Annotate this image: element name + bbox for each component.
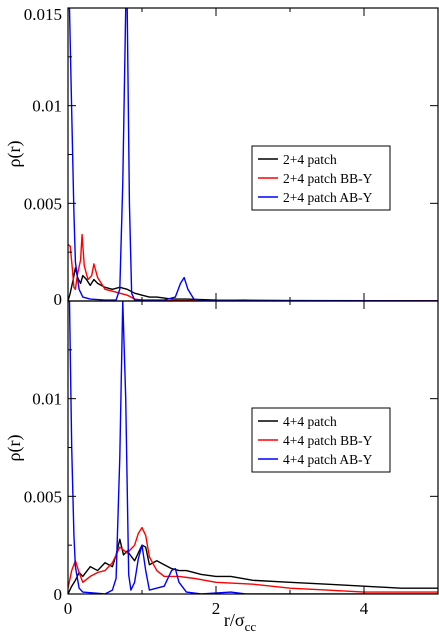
bottom-x-tick-label-1: 2	[212, 599, 221, 618]
top-legend: 2+4 patch 2+4 patch BB-Y 2+4 patch AB-Y	[251, 145, 391, 211]
bottom-x-tick-label-0: 0	[64, 599, 73, 618]
bottom-y-tick-label-1: 0.005	[24, 487, 62, 506]
x-axis-label: r/σcc	[224, 610, 256, 634]
top-legend-label-1: 2+4 patch BB-Y	[283, 171, 373, 186]
bottom-legend-label-0: 4+4 patch	[283, 414, 337, 429]
bottom-x-tick-label-2: 4	[360, 599, 369, 618]
bottom-legend-label-1: 4+4 patch BB-Y	[283, 433, 373, 448]
top-y-tick-label-3: 0.015	[24, 5, 62, 24]
bottom-legend: 4+4 patch 4+4 patch BB-Y 4+4 patch AB-Y	[251, 407, 391, 473]
top-legend-label-0: 2+4 patch	[283, 152, 337, 167]
bottom-series-line-2	[68, 301, 438, 594]
top-panel: 0 0.005 0.01 0.015 ρ(r) 2+4 patch 2+4 patch …	[4, 5, 439, 309]
top-series-line-0	[68, 267, 438, 301]
top-y-tick-label-1: 0.005	[24, 194, 62, 213]
bottom-y-axis-label: ρ(r)	[4, 435, 25, 462]
bottom-series-line-1	[68, 526, 438, 593]
top-y-tick-label-2: 0.01	[32, 97, 62, 116]
top-legend-label-2: 2+4 patch AB-Y	[283, 190, 373, 205]
bottom-legend-label-2: 4+4 patch AB-Y	[283, 452, 373, 467]
x-axis-label-subscript: cc	[245, 619, 257, 634]
top-series-line-2	[68, 8, 438, 301]
bottom-series-line-0	[68, 538, 438, 594]
bottom-y-tick-label-2: 0.01	[32, 390, 62, 409]
bottom-y-tick-label-0: 0	[54, 585, 63, 604]
top-y-axis-label: ρ(r)	[4, 141, 25, 168]
x-axis-label-main: r/σ	[224, 610, 245, 630]
top-y-tick-label-0: 0	[54, 290, 63, 309]
bottom-plot-frame	[67, 300, 439, 595]
top-series-line-1	[68, 233, 438, 301]
